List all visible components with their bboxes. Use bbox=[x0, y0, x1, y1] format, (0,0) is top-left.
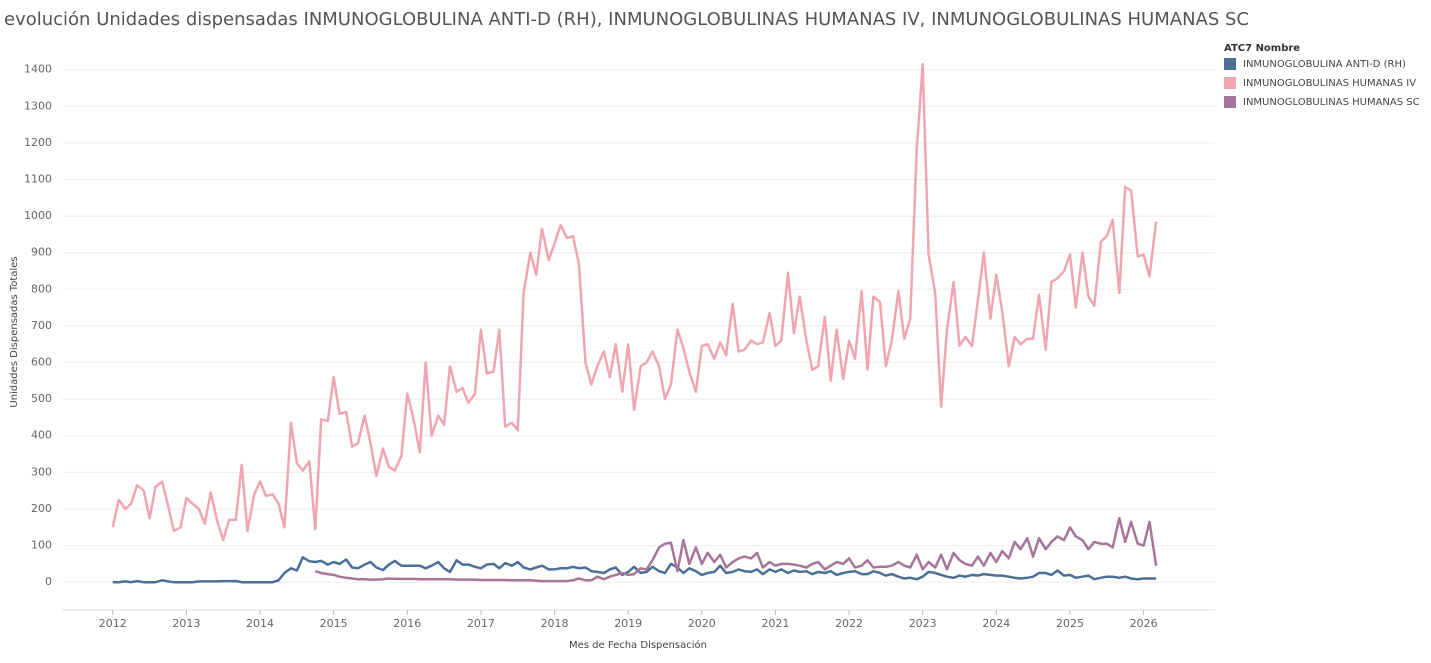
legend-label: INMUNOGLOBULINA ANTI-D (RH) bbox=[1243, 59, 1406, 70]
x-tick-label: 2021 bbox=[761, 617, 789, 630]
legend-swatch bbox=[1224, 77, 1236, 89]
x-tick-label: 2017 bbox=[467, 617, 495, 630]
y-tick-label: 600 bbox=[31, 356, 52, 369]
x-tick-label: 2019 bbox=[614, 617, 642, 630]
y-tick-label: 800 bbox=[31, 282, 52, 295]
x-tick-label: 2012 bbox=[99, 617, 127, 630]
legend-swatch bbox=[1224, 58, 1236, 70]
y-tick-label: 1200 bbox=[24, 136, 52, 149]
y-tick-label: 400 bbox=[31, 429, 52, 442]
legend-swatch bbox=[1224, 96, 1236, 108]
legend-label: INMUNOGLOBULINAS HUMANAS IV bbox=[1243, 78, 1416, 89]
x-tick-label: 2022 bbox=[835, 617, 863, 630]
legend-title: ATC7 Nombre bbox=[1224, 43, 1300, 54]
legend-label: INMUNOGLOBULINAS HUMANAS SC bbox=[1243, 97, 1420, 108]
x-tick-label: 2024 bbox=[982, 617, 1010, 630]
x-tick-label: 2026 bbox=[1130, 617, 1158, 630]
x-tick-label: 2023 bbox=[909, 617, 937, 630]
y-tick-label: 1400 bbox=[24, 63, 52, 76]
y-tick-label: 1300 bbox=[24, 99, 52, 112]
y-tick-label: 900 bbox=[31, 246, 52, 259]
y-tick-label: 1100 bbox=[24, 172, 52, 185]
x-tick-label: 2020 bbox=[688, 617, 716, 630]
y-tick-label: 0 bbox=[45, 575, 52, 588]
x-tick-label: 2014 bbox=[246, 617, 274, 630]
x-axis-label: Mes de Fecha Dispensación bbox=[569, 639, 707, 651]
series-line bbox=[112, 556, 1157, 584]
x-tick-label: 2013 bbox=[172, 617, 200, 630]
y-tick-label: 300 bbox=[31, 465, 52, 478]
y-tick-label: 1000 bbox=[24, 209, 52, 222]
x-tick-label: 2016 bbox=[393, 617, 421, 630]
chart-title: evolución Unidades dispensadas INMUNOGLO… bbox=[4, 9, 1249, 30]
series-line bbox=[314, 516, 1158, 583]
x-tick-label: 2018 bbox=[541, 617, 569, 630]
y-tick-label: 200 bbox=[31, 502, 52, 515]
x-tick-label: 2015 bbox=[320, 617, 348, 630]
x-tick-label: 2025 bbox=[1056, 617, 1084, 630]
y-tick-label: 100 bbox=[31, 539, 52, 552]
y-tick-label: 500 bbox=[31, 392, 52, 405]
y-tick-label: 700 bbox=[31, 319, 52, 332]
y-axis-label: Unidades Dispensadas Totales bbox=[9, 256, 20, 407]
series-line bbox=[111, 62, 1158, 542]
